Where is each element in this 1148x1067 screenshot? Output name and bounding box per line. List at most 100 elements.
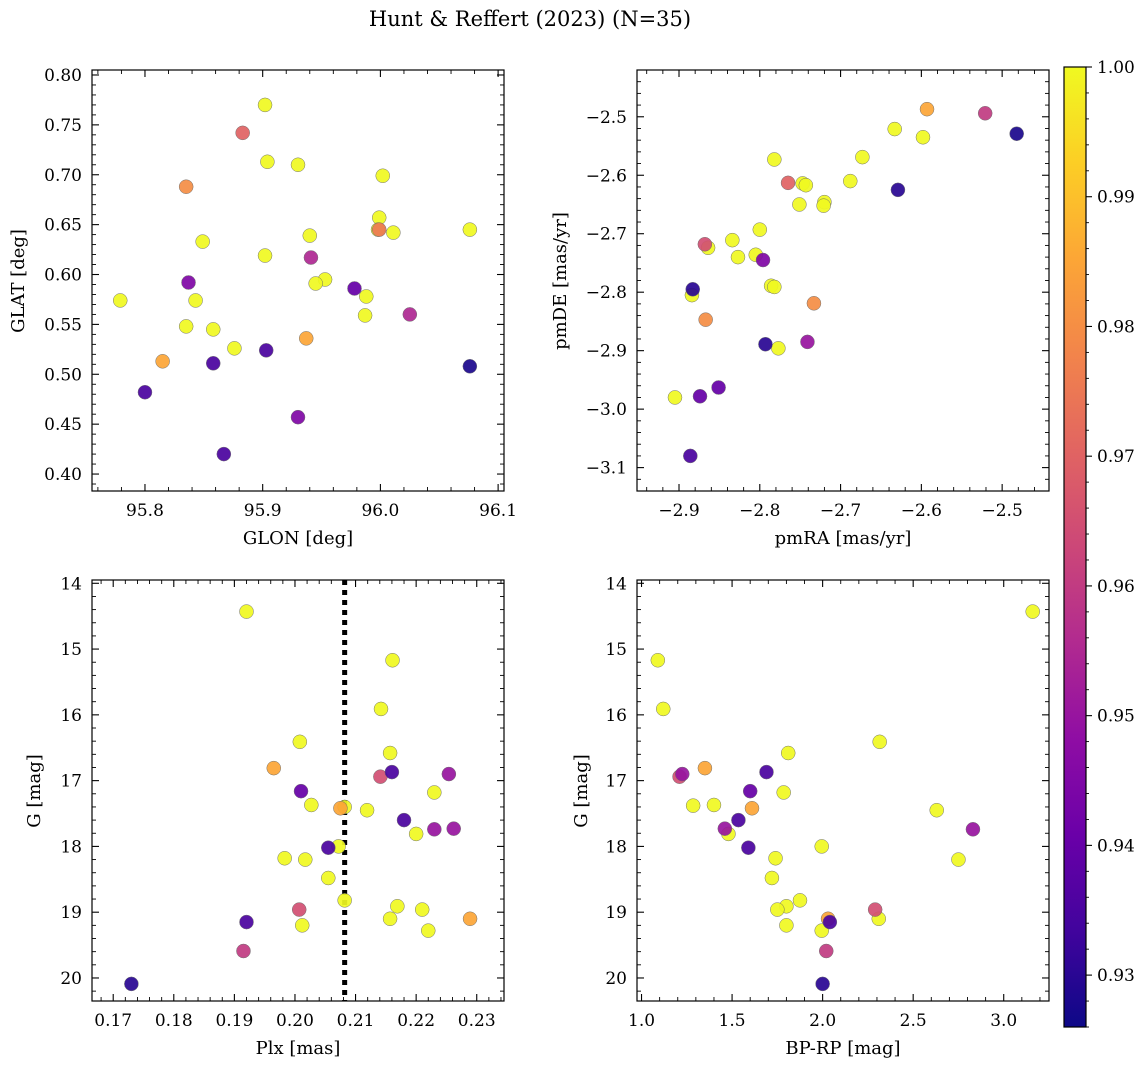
y-tick-label: 19: [605, 903, 627, 923]
scatter-point: [333, 801, 348, 816]
scatter-point: [290, 157, 306, 173]
scatter-point: [427, 822, 442, 837]
scatter-point: [384, 764, 400, 780]
colorbar-gradient: [1064, 67, 1086, 1027]
scatter-point: [294, 918, 310, 933]
scatter-point: [855, 149, 870, 165]
x-tick-label: 96.1: [479, 501, 517, 521]
y-tick-label: 19: [60, 903, 82, 923]
scatter-point: [302, 228, 318, 243]
x-tick-label: 0.18: [155, 1011, 193, 1031]
scatter-point: [806, 296, 822, 311]
scatter-point: [816, 198, 831, 213]
x-tick-label: 3.0: [990, 1011, 1017, 1031]
scatter-point: [359, 289, 374, 304]
scatter-point: [290, 409, 306, 425]
scatter-point: [205, 356, 221, 371]
scatter-point: [195, 234, 210, 249]
scatter-point: [890, 182, 906, 198]
y-tick-label: 16: [60, 706, 82, 726]
x-tick-label: 96.0: [361, 501, 399, 521]
axes-frame: [636, 69, 1050, 492]
scatter-point: [462, 222, 478, 237]
scatter-point: [321, 840, 336, 855]
figure-title: Hunt & Reffert (2023) (N=35): [369, 7, 691, 31]
scatter-point: [776, 785, 791, 800]
scatter-point: [124, 976, 139, 992]
y-tick-label: −2.6: [586, 166, 627, 186]
scatter-point: [421, 923, 436, 938]
scatter-point: [390, 899, 405, 914]
panel-bprp-g: 1.0 1.5 2.0 2.5 3.0 14 15 16 17 18 19 20 BP-RP [mag…: [571, 574, 1050, 1059]
y-tick-label: −2.7: [586, 225, 627, 245]
x-tick-label: −2.6: [901, 501, 942, 521]
colorbar-ticks: 0.93 0.94 0.95 0.96 0.97 0.98 0.99 1.00: [1086, 58, 1135, 1028]
scatter-point: [792, 893, 808, 908]
y-tick-label: 17: [605, 772, 627, 792]
y-tick-label: 16: [605, 706, 627, 726]
y-tick-label: 0.70: [44, 166, 82, 186]
y-tick-label: 0.50: [44, 365, 82, 385]
scatter-point: [814, 839, 829, 854]
scatter-point: [235, 125, 250, 141]
scatter-point: [741, 840, 756, 855]
scatter-point: [382, 911, 398, 927]
x-tick-label: −2.7: [820, 501, 861, 521]
scatter-point: [155, 354, 170, 369]
scatter-point: [257, 97, 273, 113]
scatter-point: [730, 249, 746, 265]
colorbar-tick-label: 0.95: [1097, 707, 1135, 727]
x-tick-label: 1.5: [719, 1011, 746, 1031]
scatter-point: [692, 389, 708, 404]
scatter-point: [236, 943, 251, 959]
scatter-point: [768, 851, 783, 866]
scatter-point: [298, 852, 313, 867]
scatter-point: [725, 232, 740, 248]
x-tick-label: 0.19: [215, 1011, 253, 1031]
scatter-point: [977, 106, 993, 121]
colorbar-tick-label: 0.96: [1097, 577, 1135, 597]
scatter-point: [441, 766, 457, 782]
scatter-point: [951, 852, 966, 867]
scatter-point: [675, 766, 690, 782]
scatter-point: [462, 911, 478, 927]
scatter-point: [697, 236, 713, 252]
y-tick-label: 0.60: [44, 266, 82, 286]
y-tick-label: −3.0: [586, 400, 627, 420]
scatter-point: [822, 914, 838, 930]
scatter-point: [357, 308, 373, 323]
axes-layer: −2.9 −2.8 −2.7 −2.6 −2.5 −3.1 −3.0 −2.9 −2.8 −2.7…: [586, 69, 1050, 521]
y-tick-label: 0.45: [44, 415, 82, 435]
x-tick-label: 2.0: [809, 1011, 836, 1031]
scatter-point: [137, 384, 153, 400]
scatter-point: [188, 293, 203, 308]
scatter-point: [266, 760, 282, 776]
scatter-point: [915, 129, 931, 145]
scatter-point: [767, 279, 782, 295]
scatter-point: [414, 902, 430, 917]
axes-frame: [636, 579, 1050, 1002]
scatter-point: [667, 390, 683, 405]
scatter-point: [755, 252, 771, 268]
y-tick-label: 0.40: [44, 465, 82, 485]
scatter-point: [759, 764, 774, 780]
scatter-point: [929, 802, 944, 818]
y-tick-label: 14: [60, 574, 82, 594]
scatter-point: [371, 222, 387, 237]
x-tick-label: 0.22: [397, 1011, 435, 1031]
scatter-point: [843, 173, 858, 189]
scatter-point: [385, 653, 400, 668]
scatter-point: [446, 821, 461, 836]
scatter-point: [770, 902, 785, 917]
x-tick-label: 0.17: [94, 1011, 132, 1031]
scatter-point: [375, 168, 391, 183]
scatter-point: [818, 943, 834, 959]
x-axis-label: pmRA [mas/yr]: [775, 528, 912, 549]
scatter-point: [758, 336, 773, 352]
x-tick-label: 95.9: [244, 501, 282, 521]
points-layer: [650, 604, 1040, 992]
scatter-point: [257, 248, 273, 263]
x-axis-label: BP-RP [mag]: [785, 1038, 900, 1059]
y-tick-label: 0.75: [44, 116, 82, 136]
y-tick-label: −2.8: [586, 283, 627, 303]
